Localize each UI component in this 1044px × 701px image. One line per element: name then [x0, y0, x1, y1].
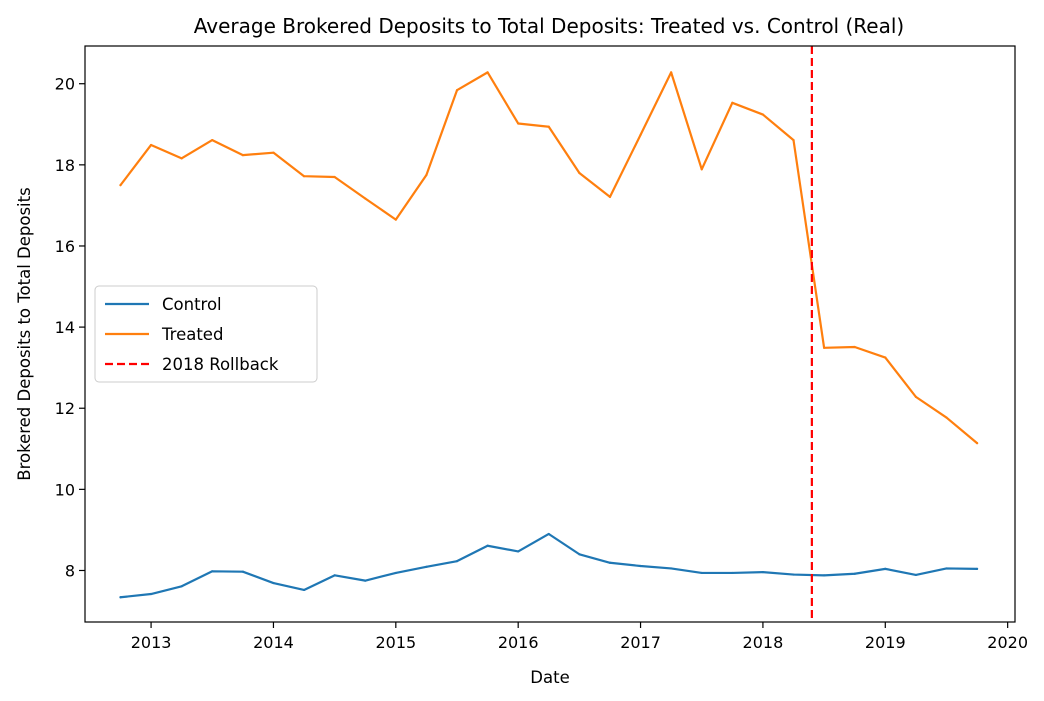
data-point-control [272, 581, 275, 585]
x-tick-label: 2016 [498, 633, 539, 652]
x-tick-label: 2017 [620, 633, 661, 652]
data-point-treated [394, 218, 397, 221]
data-point-control [945, 567, 948, 570]
y-axis-label: Brokered Deposits to Total Deposits [15, 187, 34, 480]
data-point-treated [700, 168, 703, 171]
data-point-treated [945, 416, 948, 419]
data-point-treated [333, 175, 336, 179]
data-point-treated [639, 133, 642, 136]
data-point-control [639, 564, 642, 568]
data-point-treated [578, 171, 581, 175]
data-point-treated [302, 175, 306, 178]
data-point-treated [486, 71, 489, 74]
y-tick-label: 12 [55, 399, 75, 418]
data-point-treated [853, 345, 856, 349]
data-point-control [608, 561, 612, 564]
x-tick-label: 2015 [375, 633, 416, 652]
data-point-treated [914, 395, 917, 398]
data-point-control [333, 574, 336, 577]
x-tick-label: 2018 [743, 633, 784, 652]
data-point-control [119, 596, 122, 599]
data-point-control [211, 570, 214, 573]
y-axis: 8 10 12 14 16 18 20 [55, 75, 85, 580]
data-point-treated [823, 346, 826, 349]
data-point-control [425, 565, 428, 568]
data-point-control [975, 567, 979, 570]
data-point-control [455, 560, 459, 563]
data-point-control [914, 573, 917, 577]
data-point-treated [547, 125, 550, 128]
y-tick-label: 16 [55, 237, 75, 256]
plot-frame [84, 45, 1016, 623]
data-point-control [547, 532, 550, 536]
data-point-control [394, 571, 397, 575]
y-tick-label: 10 [55, 480, 75, 499]
data-point-treated [517, 122, 520, 125]
data-point-control [149, 592, 153, 596]
data-point-treated [272, 151, 275, 154]
x-tick-label: 2013 [131, 633, 172, 652]
legend-label-treated: Treated [161, 325, 223, 344]
data-point-control [517, 550, 520, 553]
data-point-control [241, 570, 244, 573]
data-point-control [731, 571, 734, 575]
y-tick-label: 18 [55, 156, 75, 175]
data-point-control [670, 567, 673, 570]
data-point-control [180, 585, 183, 588]
data-point-treated [180, 157, 183, 160]
y-tick-label: 8 [65, 561, 75, 580]
data-point-treated [761, 113, 765, 116]
data-point-control [823, 574, 826, 577]
data-point-treated [608, 195, 612, 198]
data-point-treated [884, 356, 887, 359]
x-tick-label: 2020 [987, 633, 1028, 652]
legend-label-rollback: 2018 Rollback [162, 355, 279, 374]
data-point-treated [241, 154, 244, 157]
data-point-treated [119, 184, 122, 187]
data-point-control [792, 573, 795, 576]
data-point-control [578, 553, 581, 556]
data-point-treated [364, 197, 367, 200]
data-point-control [884, 567, 887, 570]
legend-box [94, 285, 318, 383]
data-point-control [364, 579, 367, 582]
data-point-control [761, 571, 765, 574]
y-tick-label: 20 [55, 75, 75, 94]
data-point-treated [455, 89, 459, 92]
data-point-treated [425, 173, 428, 177]
y-tick-label: 14 [55, 318, 75, 337]
x-tick-label: 2014 [253, 633, 294, 652]
data-point-treated [975, 442, 979, 445]
legend: Control Treated 2018 Rollback [94, 285, 318, 383]
data-point-treated [731, 101, 734, 104]
chart-title: Average Brokered Deposits to Total Depos… [194, 14, 904, 38]
plot-area [119, 46, 979, 622]
legend-label-control: Control [162, 295, 222, 314]
data-point-treated [149, 143, 153, 147]
data-point-control [700, 571, 703, 575]
x-axis-label: Date [530, 668, 569, 687]
data-point-control [486, 544, 489, 547]
data-point-treated [792, 139, 795, 142]
data-point-control [853, 572, 856, 575]
data-point-treated [211, 139, 214, 142]
x-tick-label: 2019 [865, 633, 906, 652]
data-point-control [302, 588, 306, 592]
x-axis: 2013 2014 2015 2016 2017 2018 2019 2020 [131, 622, 1028, 652]
data-point-treated [670, 71, 673, 74]
